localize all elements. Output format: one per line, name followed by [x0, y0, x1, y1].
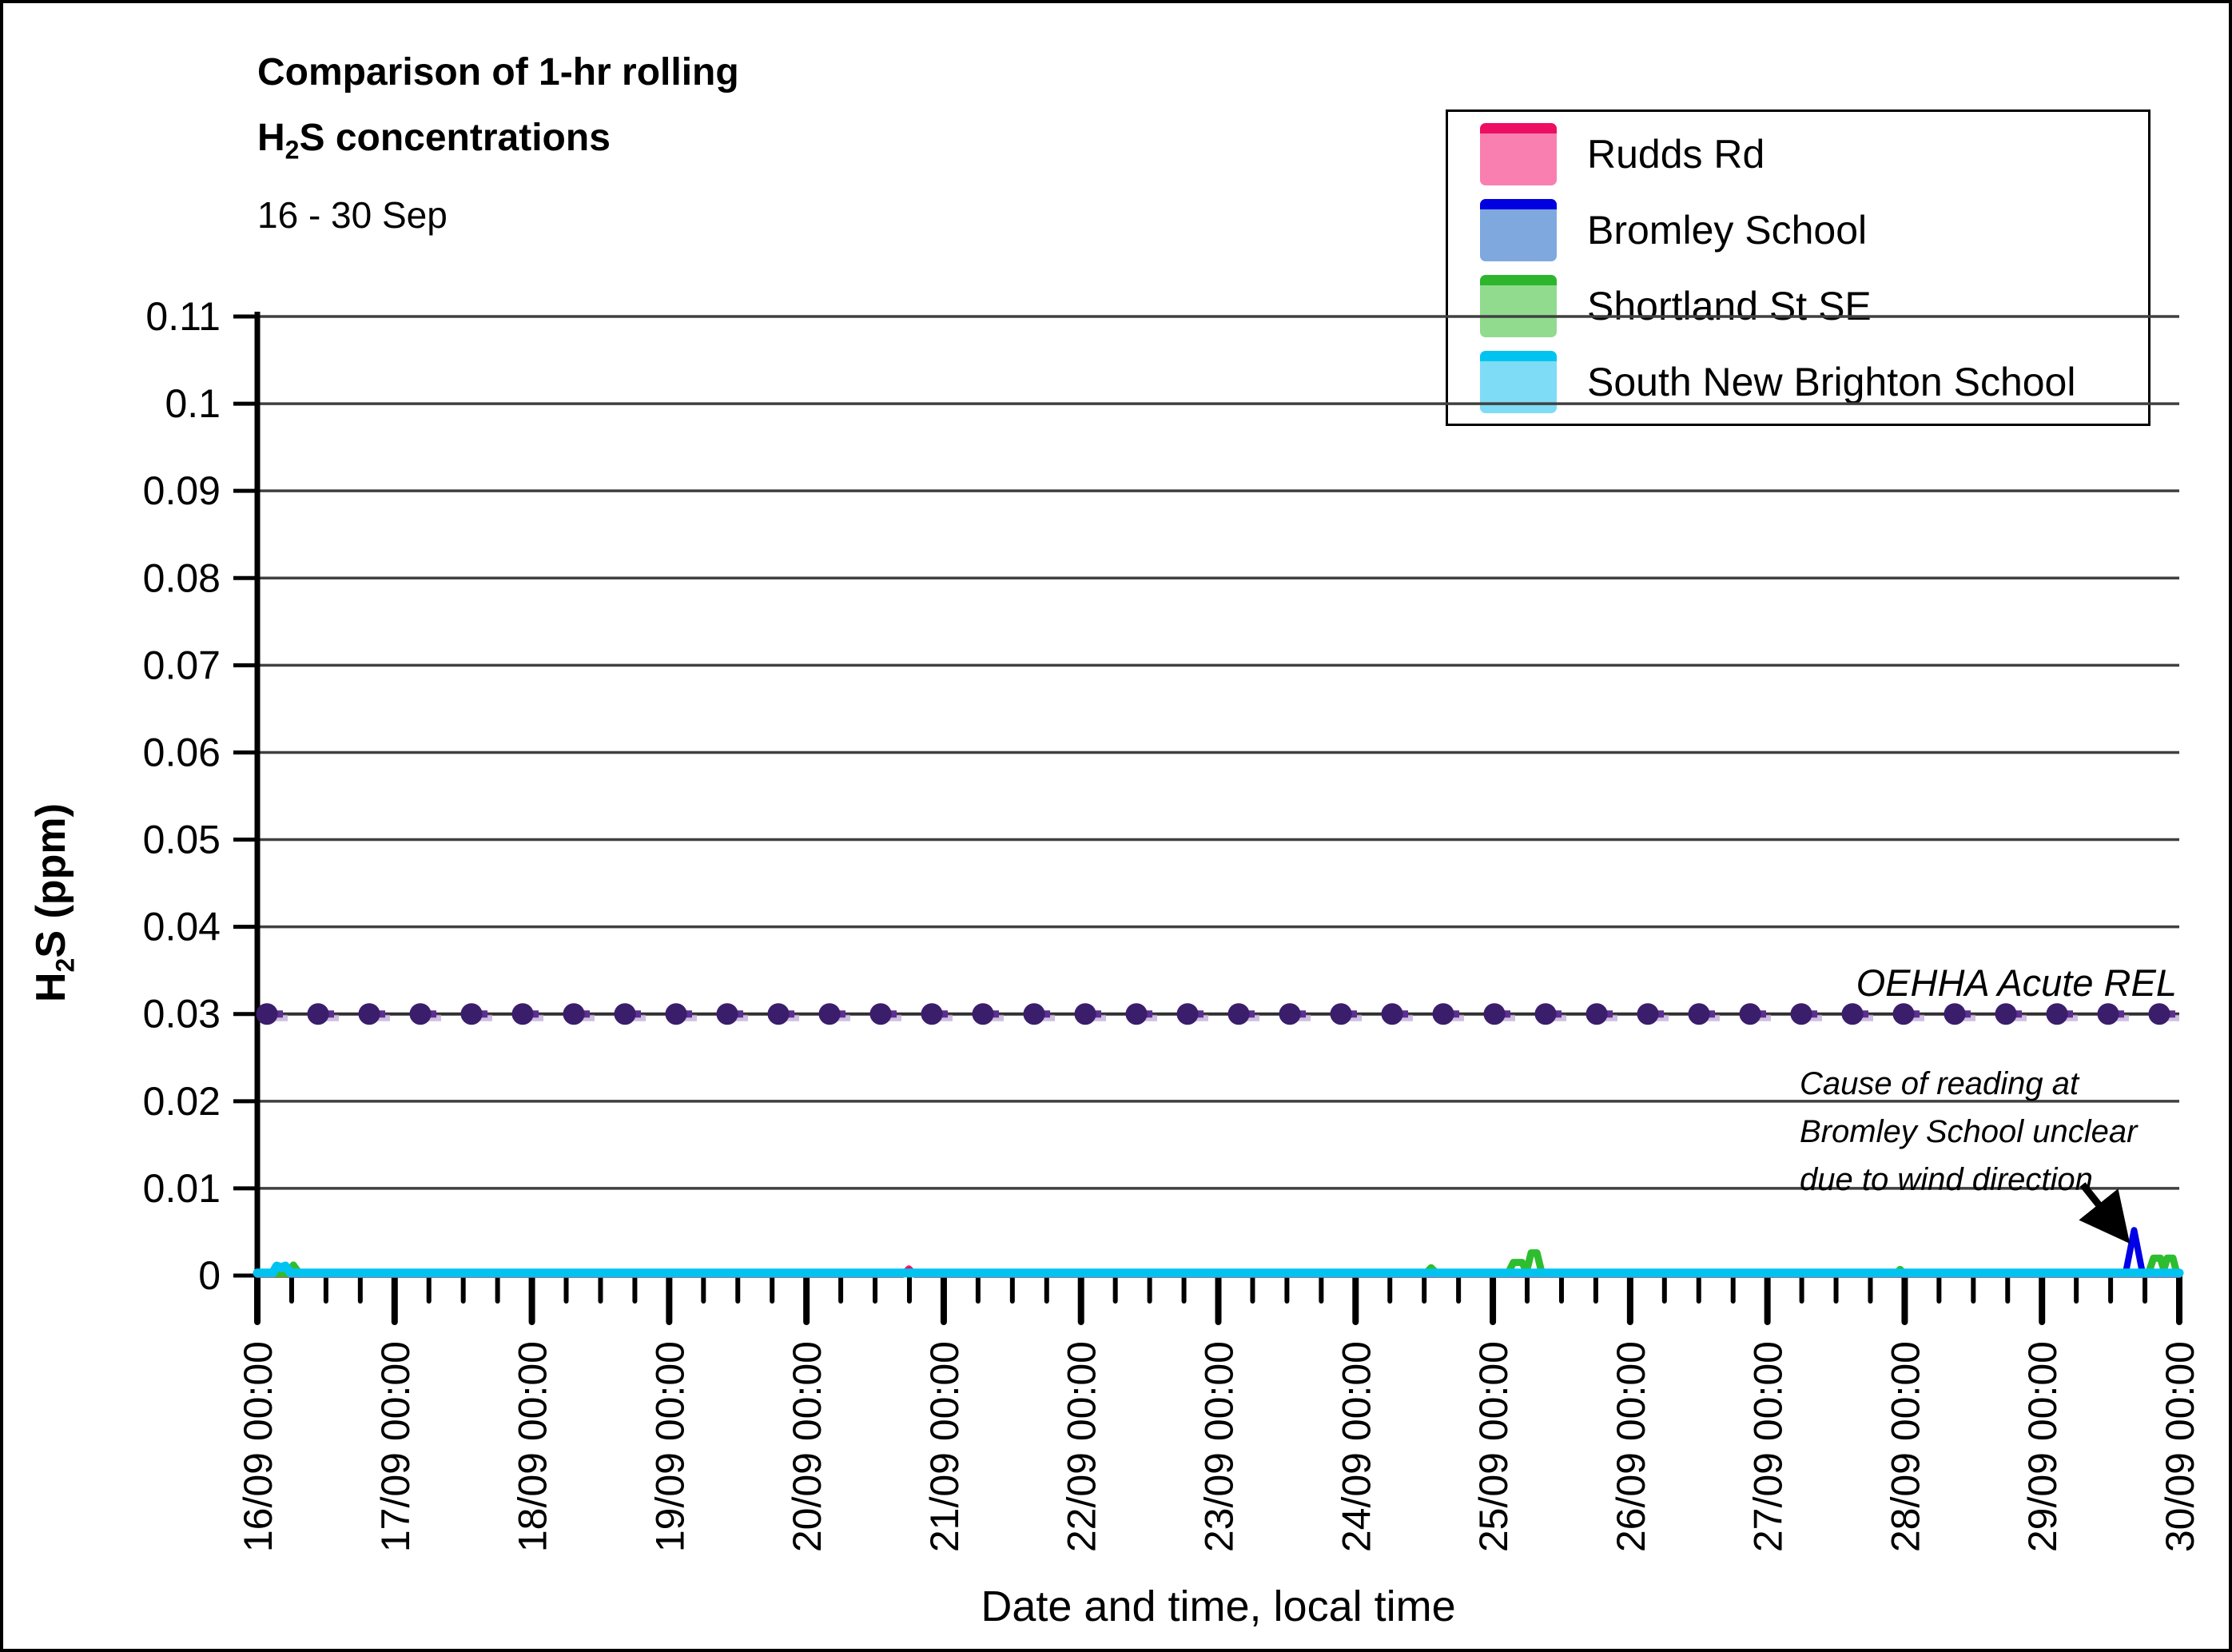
series-bromley-school — [254, 1227, 2182, 1277]
x-tick-label: 16/09 00:00 — [236, 1341, 280, 1552]
y-axis-title: H2S (ppm) — [28, 803, 80, 1002]
legend-swatch — [1480, 122, 1557, 185]
x-tick-label: 30/09 00:00 — [2158, 1341, 2202, 1552]
legend-box: Rudds Rd Bromley School Shortland St SE Sou… — [1446, 109, 2150, 426]
chart-title-line2: H2S concentrations — [257, 117, 611, 165]
y-tick-label: 0.03 — [143, 992, 221, 1037]
y-tick-label: 0.04 — [143, 905, 221, 949]
plot-area: 0 0.01 0.02 0.03 0.04 0.05 0.06 0.07 0.08 0.09 0.1… — [143, 294, 2202, 1552]
legend-item: Rudds Rd — [1480, 122, 2148, 185]
annotation-text: Cause of reading at Bromley School uncle… — [1800, 1060, 2137, 1204]
x-tick-label: 26/09 00:00 — [1609, 1341, 1653, 1552]
x-tick-label: 25/09 00:00 — [1471, 1341, 1516, 1552]
x-tick-label: 21/09 00:00 — [922, 1341, 967, 1552]
legend-swatch — [1480, 274, 1557, 337]
ref-line-label: OEHHA Acute REL — [1856, 961, 2177, 1004]
y-tick-label: 0.01 — [143, 1166, 221, 1211]
chart-title: Comparison of 1-hr rolling H2S concentrat… — [257, 40, 739, 183]
legend-label: Shortland St SE — [1587, 283, 1872, 328]
y-tick-label: 0.09 — [143, 468, 221, 513]
legend-swatch — [1480, 198, 1557, 261]
x-tick-label: 18/09 00:00 — [511, 1341, 555, 1552]
x-tick-label: 19/09 00:00 — [647, 1341, 692, 1552]
y-tick-label: 0.1 — [165, 381, 221, 426]
annotation-arrow — [2079, 1182, 2131, 1244]
legend-label: South New Brighton School — [1587, 359, 2076, 404]
x-tick-label: 28/09 00:00 — [1883, 1341, 1928, 1552]
x-tick-label: 20/09 00:00 — [785, 1341, 830, 1552]
x-tick-label: 23/09 00:00 — [1197, 1341, 1242, 1552]
legend-label: Rudds Rd — [1587, 131, 1765, 177]
series-south-new-brighton-school — [253, 1261, 2184, 1278]
x-tick-label: 27/09 00:00 — [1746, 1341, 1791, 1552]
y-tick-label: 0.08 — [143, 555, 221, 600]
legend-label: Bromley School — [1587, 207, 1868, 253]
annotation-line1: Cause of reading at — [1800, 1066, 2079, 1101]
chart-title-line1: Comparison of 1-hr rolling — [257, 51, 739, 94]
annotation-line2: Bromley School unclear — [1800, 1114, 2138, 1149]
y-tick-label: 0.02 — [143, 1079, 221, 1124]
x-tick-label: 29/09 00:00 — [2020, 1341, 2065, 1552]
y-tick-label: 0 — [198, 1253, 221, 1298]
x-tick-label: 17/09 00:00 — [373, 1341, 418, 1552]
annotation-line3: due to wind direction — [1800, 1162, 2093, 1197]
chart-subtitle: 16 - 30 Sep — [257, 194, 448, 236]
legend-item: Shortland St SE — [1480, 274, 2148, 337]
x-tick-label: 24/09 00:00 — [1334, 1341, 1379, 1552]
y-tick-label: 0.06 — [143, 730, 221, 774]
y-tick-label: 0.11 — [145, 294, 221, 339]
x-axis-title: Date and time, local time — [981, 1582, 1456, 1630]
x-tick-label: 22/09 00:00 — [1060, 1341, 1104, 1552]
y-tick-label: 0.05 — [143, 818, 221, 862]
legend-item: Bromley School — [1480, 198, 2148, 261]
y-tick-label: 0.07 — [143, 643, 221, 687]
legend-item: South New Brighton School — [1480, 350, 2148, 413]
